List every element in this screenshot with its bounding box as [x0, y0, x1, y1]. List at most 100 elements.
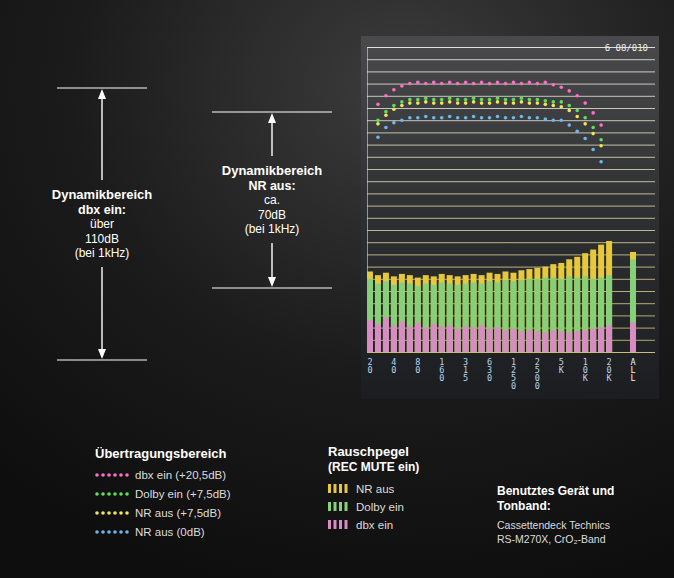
grid-line: [367, 206, 655, 207]
dot: [472, 100, 476, 104]
bar: [391, 325, 397, 352]
dot: [480, 101, 484, 105]
dot: [408, 116, 412, 120]
annotation-text: Dynamikbereich: [222, 163, 322, 178]
legend-item: Dolby ein (+7,5dB): [95, 488, 231, 500]
tick: [367, 108, 655, 109]
dot: [440, 82, 444, 86]
dot: [392, 88, 396, 92]
tick-label: 1250: [511, 357, 516, 391]
bar: [566, 332, 572, 352]
tick-label: 20: [367, 357, 372, 375]
bar: [518, 331, 524, 352]
dot: [464, 81, 468, 85]
dot: [480, 81, 484, 85]
bar: [423, 284, 429, 352]
tick: 5K: [559, 357, 565, 375]
dot: [583, 101, 587, 105]
tick-label: 20K: [607, 357, 613, 383]
dot: [567, 109, 571, 113]
tick: [367, 71, 655, 72]
dot: [583, 122, 587, 126]
dot-series: [376, 115, 603, 164]
tick-label: 40: [391, 357, 396, 375]
legend-swatch: [107, 473, 111, 477]
tick: 160: [439, 357, 444, 383]
x-axis: 204080160315630125025005K10K20KALL: [367, 357, 636, 392]
bar: [526, 330, 532, 352]
dot: [575, 109, 579, 113]
dot: [512, 101, 516, 105]
dot: [559, 118, 563, 122]
dot: [416, 101, 420, 105]
bar: [463, 284, 469, 352]
dot: [488, 101, 492, 105]
legend: Übertragungsbereichdbx ein (+20,5dB)Dolb…: [95, 446, 231, 538]
legend-swatch: [95, 511, 99, 515]
bar: [447, 275, 453, 352]
bar: [447, 284, 453, 352]
dot: [512, 116, 516, 120]
bar: [399, 322, 405, 353]
arrow-head: [98, 349, 106, 359]
bar: [502, 330, 508, 352]
grid-line: [367, 145, 655, 146]
dot: [567, 104, 571, 108]
tick-label: 5K: [559, 357, 565, 375]
dot: [408, 82, 412, 86]
bar: [471, 274, 477, 352]
dot: [464, 116, 468, 120]
arrow-shaft: [271, 121, 272, 156]
bar: [367, 279, 373, 352]
grid-line: [367, 59, 655, 60]
bar: [455, 276, 461, 352]
arrow-shaft: [271, 243, 272, 279]
tick: [367, 157, 655, 158]
dot: [512, 81, 516, 85]
dot: [599, 144, 603, 148]
dot: [528, 81, 532, 85]
dot: [520, 100, 524, 104]
bar: [439, 326, 445, 352]
bar: [630, 323, 636, 352]
bar: [534, 331, 540, 352]
dot: [528, 98, 532, 102]
dot: [376, 103, 380, 107]
notes-line: RS-M270X, CrO₂-Band: [497, 533, 606, 545]
tick: 2500: [535, 357, 540, 391]
legend-swatch: [125, 530, 129, 534]
bar: [423, 328, 429, 352]
dot: [472, 115, 476, 119]
grid-line: [367, 230, 655, 231]
tick: [367, 145, 655, 146]
dot: [456, 82, 460, 86]
dot-series: [376, 81, 603, 127]
legend-swatch: [95, 492, 99, 496]
bar: [502, 271, 508, 352]
bar: [415, 278, 421, 352]
legend-swatch: [107, 492, 111, 496]
dot: [552, 83, 556, 87]
legend: Rauschpegel(REC MUTE ein)NR ausDolby ein…: [328, 444, 419, 531]
legend-item: NR aus (+7,5dB): [95, 507, 221, 519]
legend-swatch: [95, 473, 99, 477]
bar: [534, 279, 540, 352]
annotation-text: 110dB: [85, 232, 119, 246]
dot: [480, 98, 484, 102]
bar: [542, 278, 548, 352]
axis-line: [368, 48, 656, 353]
annotation-text: 70dB: [258, 208, 286, 222]
dot: [488, 116, 492, 120]
bar: [495, 282, 501, 352]
bar: [550, 330, 556, 352]
dot: [456, 101, 460, 105]
bar: [495, 328, 501, 352]
dot: [528, 101, 532, 105]
dot: [424, 96, 428, 100]
dot: [464, 101, 468, 105]
dot: [496, 81, 500, 85]
legend-swatch: [101, 511, 105, 515]
chart-svg: 204080160315630125025005K10K20KALL6 08/0…: [0, 0, 674, 578]
dynamic-range: DynamikbereichNR aus:ca.70dB(bei 1kHz): [212, 112, 332, 288]
legend-swatch: [113, 492, 117, 496]
